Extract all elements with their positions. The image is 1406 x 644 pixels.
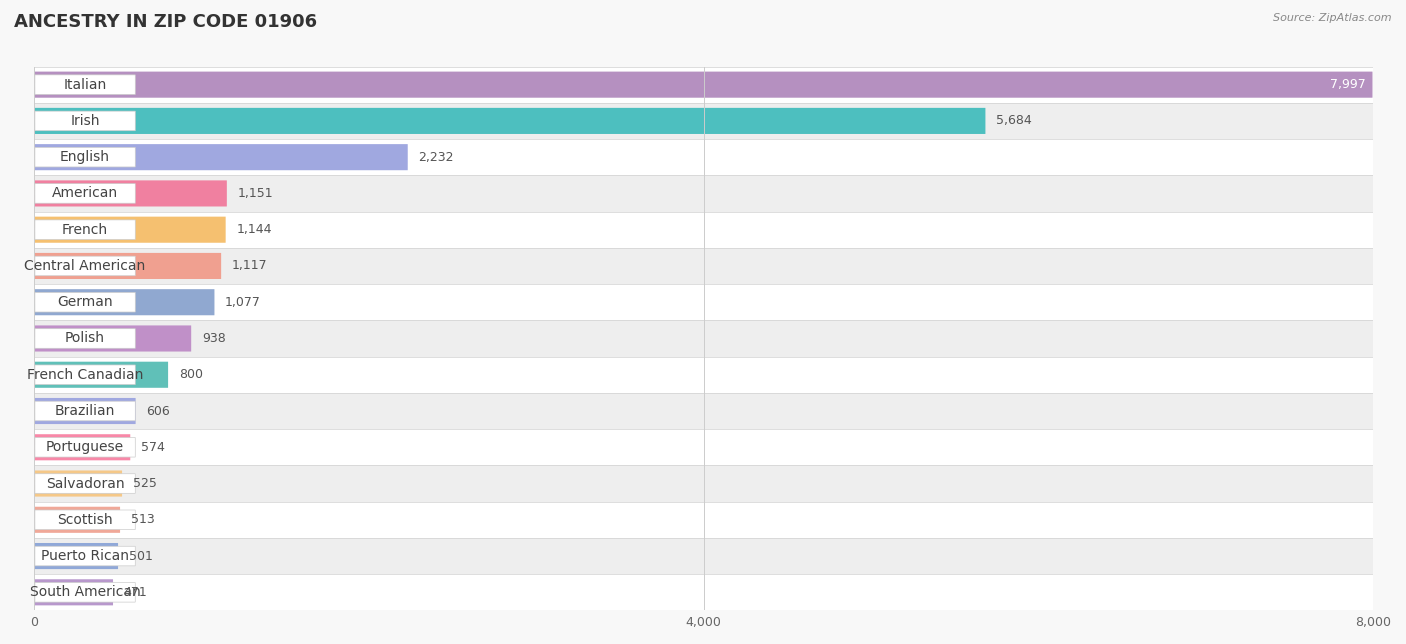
FancyBboxPatch shape xyxy=(35,75,135,95)
Text: Polish: Polish xyxy=(65,332,105,345)
Bar xyxy=(34,393,1374,429)
Text: 7,997: 7,997 xyxy=(1330,78,1365,91)
FancyBboxPatch shape xyxy=(35,256,135,276)
Text: Irish: Irish xyxy=(70,114,100,128)
FancyBboxPatch shape xyxy=(34,108,986,134)
FancyBboxPatch shape xyxy=(34,253,221,279)
Bar xyxy=(34,502,1374,538)
FancyBboxPatch shape xyxy=(34,180,226,207)
Text: 525: 525 xyxy=(132,477,156,490)
Text: 1,117: 1,117 xyxy=(232,260,267,272)
Text: 938: 938 xyxy=(202,332,225,345)
FancyBboxPatch shape xyxy=(35,111,135,131)
FancyBboxPatch shape xyxy=(35,546,135,566)
FancyBboxPatch shape xyxy=(34,434,131,460)
FancyBboxPatch shape xyxy=(35,510,135,529)
FancyBboxPatch shape xyxy=(34,471,122,497)
FancyBboxPatch shape xyxy=(34,507,120,533)
Text: Puerto Rican: Puerto Rican xyxy=(41,549,129,563)
FancyBboxPatch shape xyxy=(35,147,135,167)
Text: Portuguese: Portuguese xyxy=(46,440,124,454)
Text: 5,684: 5,684 xyxy=(995,115,1032,128)
Text: Scottish: Scottish xyxy=(58,513,112,527)
FancyBboxPatch shape xyxy=(34,71,1372,98)
Bar xyxy=(34,466,1374,502)
FancyBboxPatch shape xyxy=(35,583,135,602)
FancyBboxPatch shape xyxy=(34,543,118,569)
Text: 513: 513 xyxy=(131,513,155,526)
FancyBboxPatch shape xyxy=(34,398,135,424)
FancyBboxPatch shape xyxy=(35,292,135,312)
Bar xyxy=(34,212,1374,248)
FancyBboxPatch shape xyxy=(35,328,135,348)
Text: South American: South American xyxy=(30,585,141,600)
Bar xyxy=(34,357,1374,393)
Text: 501: 501 xyxy=(129,549,153,563)
Text: 800: 800 xyxy=(179,368,202,381)
FancyBboxPatch shape xyxy=(35,365,135,384)
FancyBboxPatch shape xyxy=(35,401,135,421)
Bar xyxy=(34,139,1374,175)
FancyBboxPatch shape xyxy=(35,437,135,457)
Text: 2,232: 2,232 xyxy=(419,151,454,164)
Text: Central American: Central American xyxy=(24,259,146,273)
Bar xyxy=(34,320,1374,357)
Text: English: English xyxy=(60,150,110,164)
FancyBboxPatch shape xyxy=(35,184,135,204)
Bar xyxy=(34,66,1374,103)
Bar xyxy=(34,284,1374,320)
Text: Italian: Italian xyxy=(63,78,107,91)
FancyBboxPatch shape xyxy=(34,144,408,170)
Text: Source: ZipAtlas.com: Source: ZipAtlas.com xyxy=(1274,13,1392,23)
Text: 1,144: 1,144 xyxy=(236,223,271,236)
Bar xyxy=(34,574,1374,611)
FancyBboxPatch shape xyxy=(34,362,169,388)
FancyBboxPatch shape xyxy=(34,325,191,352)
FancyBboxPatch shape xyxy=(34,289,215,316)
Bar xyxy=(34,175,1374,212)
Text: French Canadian: French Canadian xyxy=(27,368,143,382)
Bar xyxy=(34,248,1374,284)
FancyBboxPatch shape xyxy=(34,579,112,605)
Text: 606: 606 xyxy=(146,404,170,417)
Text: Salvadoran: Salvadoran xyxy=(46,477,124,491)
Text: Brazilian: Brazilian xyxy=(55,404,115,418)
Text: 574: 574 xyxy=(141,440,165,454)
Text: 1,151: 1,151 xyxy=(238,187,273,200)
Text: ANCESTRY IN ZIP CODE 01906: ANCESTRY IN ZIP CODE 01906 xyxy=(14,13,318,31)
FancyBboxPatch shape xyxy=(35,220,135,240)
Text: 471: 471 xyxy=(124,586,148,599)
Text: German: German xyxy=(58,295,112,309)
Bar xyxy=(34,103,1374,139)
Bar xyxy=(34,538,1374,574)
Text: French: French xyxy=(62,223,108,237)
Text: American: American xyxy=(52,186,118,200)
FancyBboxPatch shape xyxy=(34,216,226,243)
Text: 1,077: 1,077 xyxy=(225,296,262,308)
Bar xyxy=(34,429,1374,466)
FancyBboxPatch shape xyxy=(35,474,135,493)
